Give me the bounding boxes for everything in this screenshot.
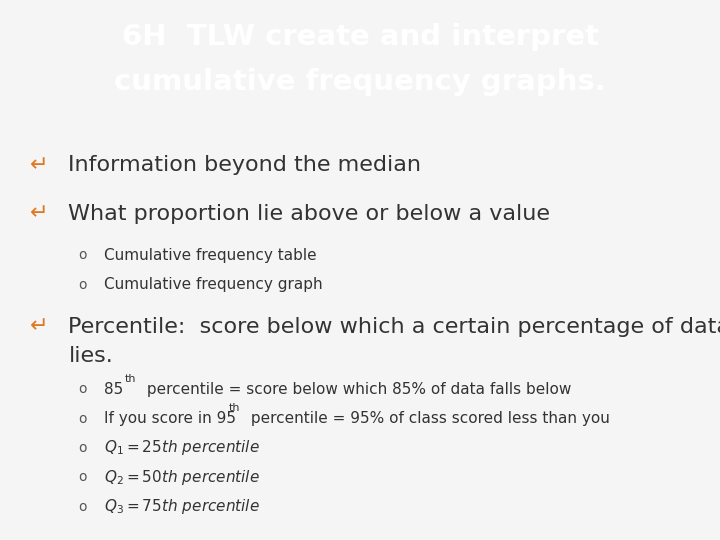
Text: If you score in 95: If you score in 95 bbox=[104, 411, 236, 426]
Text: o: o bbox=[78, 470, 87, 484]
Text: percentile = score below which 85% of data falls below: percentile = score below which 85% of da… bbox=[142, 382, 571, 397]
Text: o: o bbox=[78, 411, 87, 426]
Text: $Q_2 = 50th\ percentile$: $Q_2 = 50th\ percentile$ bbox=[104, 468, 261, 487]
Text: $Q_1 = 25th\ percentile$: $Q_1 = 25th\ percentile$ bbox=[104, 438, 261, 457]
Text: o: o bbox=[78, 500, 87, 514]
Text: lies.: lies. bbox=[68, 346, 113, 366]
Text: th: th bbox=[125, 374, 136, 384]
Text: percentile = 95% of class scored less than you: percentile = 95% of class scored less th… bbox=[246, 411, 609, 426]
Text: ↵: ↵ bbox=[30, 316, 49, 336]
Text: What proportion lie above or below a value: What proportion lie above or below a val… bbox=[68, 204, 550, 224]
Text: cumulative frequency graphs.: cumulative frequency graphs. bbox=[114, 68, 606, 96]
Text: 85: 85 bbox=[104, 382, 124, 397]
Text: Cumulative frequency graph: Cumulative frequency graph bbox=[104, 277, 323, 292]
Text: o: o bbox=[78, 382, 87, 396]
Text: Cumulative frequency table: Cumulative frequency table bbox=[104, 248, 317, 263]
Text: Information beyond the median: Information beyond the median bbox=[68, 156, 421, 176]
Text: Percentile:  score below which a certain percentage of data: Percentile: score below which a certain … bbox=[68, 316, 720, 336]
Text: $Q_3 = 75th\ percentile$: $Q_3 = 75th\ percentile$ bbox=[104, 497, 261, 516]
Text: o: o bbox=[78, 248, 87, 262]
Text: o: o bbox=[78, 441, 87, 455]
Text: o: o bbox=[78, 278, 87, 292]
Text: ↵: ↵ bbox=[30, 204, 49, 224]
Text: th: th bbox=[228, 403, 240, 413]
Text: ↵: ↵ bbox=[30, 156, 49, 176]
Text: 6H  TLW create and interpret: 6H TLW create and interpret bbox=[122, 23, 598, 51]
